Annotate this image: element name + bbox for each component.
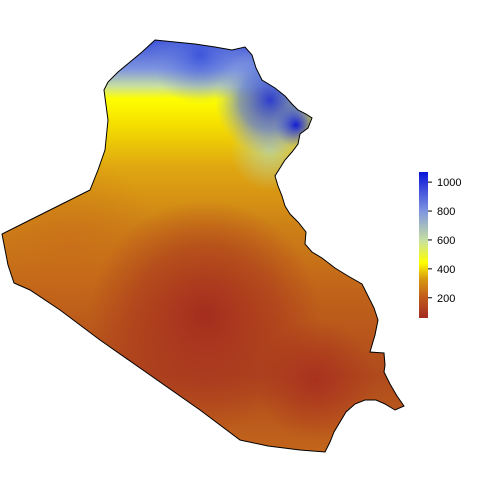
colorbar-ramp <box>419 172 428 318</box>
colorbar-tick-label: 400 <box>437 264 455 276</box>
colorbar-tick-label: 800 <box>437 206 455 218</box>
country-border <box>1 39 405 453</box>
colorbar-tick-label: 200 <box>437 293 455 305</box>
colorbar-ticks: 200 400 600 800 1000 <box>428 177 461 305</box>
colorbar-tick-label: 1000 <box>437 177 461 189</box>
colorbar-legend: 200 400 600 800 1000 <box>419 172 461 318</box>
colorbar-tick-label: 600 <box>437 235 455 247</box>
